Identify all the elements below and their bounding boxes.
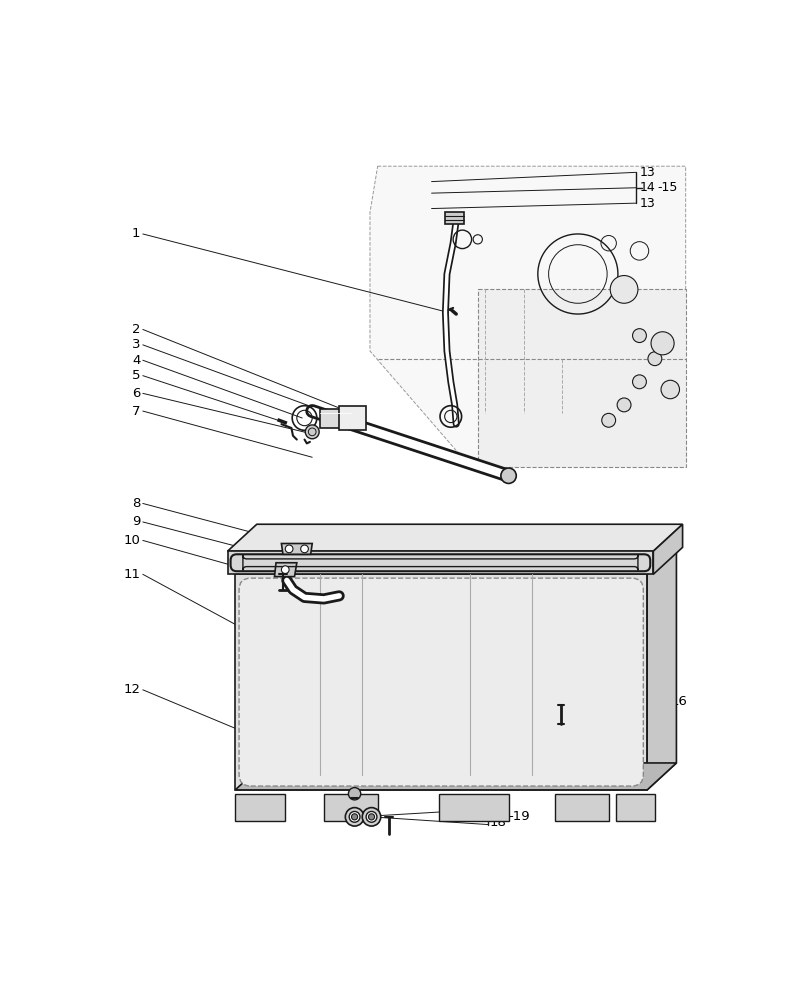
Text: 16: 16 [671, 695, 687, 708]
Text: 5: 5 [132, 369, 140, 382]
Polygon shape [653, 524, 682, 574]
Circle shape [285, 545, 293, 553]
Circle shape [661, 380, 679, 399]
Circle shape [301, 545, 308, 553]
Polygon shape [555, 794, 608, 821]
Polygon shape [228, 524, 682, 551]
Text: 13: 13 [640, 197, 655, 210]
Text: 9: 9 [132, 515, 140, 528]
Text: 1: 1 [132, 227, 140, 240]
Circle shape [345, 808, 364, 826]
Text: -15: -15 [657, 181, 678, 194]
Circle shape [349, 811, 360, 822]
Polygon shape [616, 794, 655, 821]
Text: 18: 18 [489, 816, 506, 829]
Circle shape [501, 468, 516, 483]
Circle shape [610, 276, 638, 303]
Text: 10: 10 [124, 534, 140, 547]
Polygon shape [324, 794, 377, 821]
Text: 13: 13 [640, 166, 655, 179]
Circle shape [602, 413, 615, 427]
Circle shape [351, 814, 358, 820]
Circle shape [369, 814, 374, 820]
Text: 6: 6 [132, 387, 140, 400]
Text: -19: -19 [508, 810, 530, 823]
Circle shape [362, 808, 381, 826]
Circle shape [366, 811, 377, 822]
Text: 3: 3 [132, 338, 140, 351]
Text: 14: 14 [640, 181, 655, 194]
Polygon shape [370, 166, 686, 466]
Circle shape [617, 398, 631, 412]
Polygon shape [320, 409, 351, 428]
Text: 4: 4 [132, 354, 140, 367]
Circle shape [633, 375, 646, 389]
Polygon shape [228, 551, 653, 574]
Polygon shape [236, 794, 285, 821]
Polygon shape [274, 563, 297, 577]
Text: 8: 8 [132, 497, 140, 510]
FancyBboxPatch shape [239, 578, 643, 786]
Polygon shape [236, 574, 647, 790]
Polygon shape [445, 212, 464, 224]
Circle shape [281, 566, 289, 574]
Polygon shape [439, 794, 508, 821]
Text: 17: 17 [489, 805, 507, 818]
Polygon shape [281, 544, 312, 554]
Circle shape [648, 352, 662, 366]
Text: 11: 11 [124, 568, 140, 581]
Circle shape [348, 788, 361, 800]
Polygon shape [339, 406, 366, 430]
Polygon shape [236, 763, 676, 790]
Circle shape [651, 332, 674, 355]
Polygon shape [478, 289, 686, 466]
Polygon shape [647, 547, 676, 790]
Circle shape [305, 425, 319, 439]
Text: 2: 2 [132, 323, 140, 336]
Text: 7: 7 [132, 405, 140, 418]
Circle shape [633, 329, 646, 343]
Text: 12: 12 [124, 683, 140, 696]
